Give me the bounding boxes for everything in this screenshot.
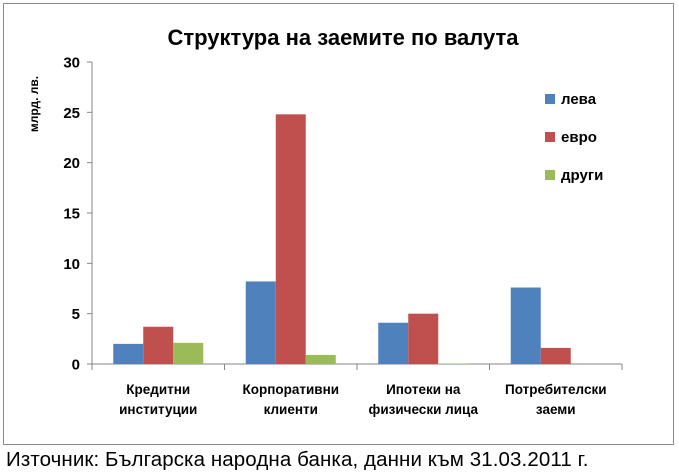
legend-swatch-лева (545, 94, 555, 104)
legend-swatch-други (545, 170, 555, 180)
source-note: Източник: Българска народна банка, данни… (6, 448, 589, 471)
y-axis-label: млрд. лв. (27, 76, 41, 132)
bar-други-2 (438, 363, 469, 364)
bar-евро-3 (540, 347, 571, 364)
x-category-label: заеми (536, 402, 576, 417)
y-tick-label: 20 (63, 155, 80, 172)
y-tick-label: 30 (63, 55, 80, 72)
chart-frame: Структура на заемите по валута млрд. лв. 0… (3, 3, 674, 445)
x-category-label: Потребителски (505, 382, 607, 397)
bar-лева-1 (245, 281, 276, 364)
legend-label-други: други (561, 167, 603, 184)
bar-chart: Структура на заемите по валута млрд. лв. 0… (27, 25, 623, 417)
y-tick-label: 0 (72, 357, 80, 374)
y-tick-label: 10 (63, 256, 80, 273)
legend-label-евро: евро (561, 129, 597, 146)
chart-title: Структура на заемите по валута (167, 25, 519, 50)
x-category-label: Корпоративни (242, 382, 339, 397)
legend-swatch-евро (545, 132, 555, 142)
bar-евро-0 (143, 326, 174, 364)
bar-лева-0 (113, 343, 144, 364)
x-category-label: физически лица (369, 402, 479, 417)
x-category-label: Ипотеки на (386, 382, 461, 397)
x-category-label: Кредитни (126, 382, 190, 397)
bar-други-1 (305, 354, 336, 364)
bar-лева-3 (510, 287, 541, 364)
y-tick-label: 15 (63, 206, 80, 223)
y-tick-label: 25 (63, 105, 80, 122)
legend-label-лева: лева (561, 91, 597, 108)
bar-евро-1 (275, 114, 306, 364)
x-category-label: институции (119, 402, 197, 417)
y-tick-label: 5 (72, 306, 80, 323)
bar-други-0 (173, 342, 204, 364)
bar-лева-2 (378, 322, 409, 364)
x-category-label: клиенти (264, 402, 318, 417)
bar-евро-2 (408, 313, 439, 364)
